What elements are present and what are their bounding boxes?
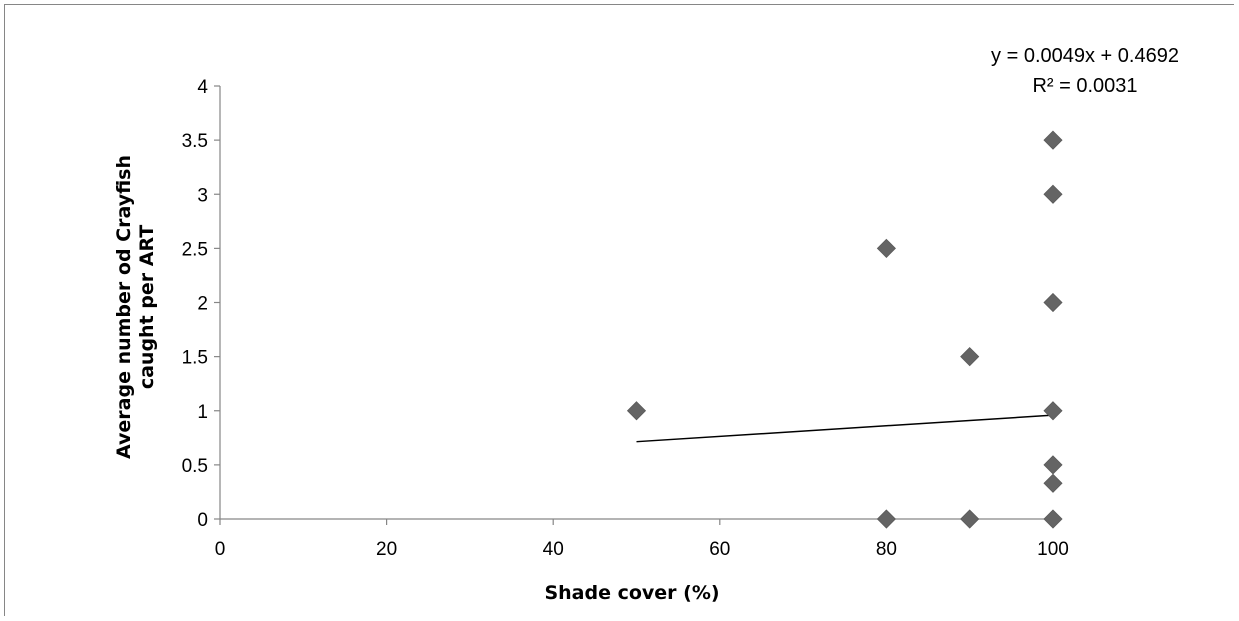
y-tick-label: 2.5 bbox=[182, 239, 208, 260]
data-point bbox=[1043, 184, 1063, 204]
chart-area: 0 0.5 1 1.5 2 2.5 3 3.5 4 0 20 40 60 80 100 Shade cov… bbox=[4, 4, 1234, 616]
y-tick-label: 4 bbox=[197, 77, 208, 98]
x-tick-label: 40 bbox=[543, 539, 564, 560]
y-tick-label: 3.5 bbox=[182, 131, 208, 152]
axes bbox=[214, 85, 1054, 525]
data-point bbox=[876, 238, 896, 258]
y-axis-title-line2: caught per ART bbox=[136, 225, 158, 389]
data-point bbox=[1043, 509, 1063, 529]
r-squared-label: R² = 0.0031 bbox=[1032, 75, 1137, 97]
x-tick-label: 20 bbox=[376, 539, 397, 560]
x-tick-label: 100 bbox=[1037, 539, 1069, 560]
y-tick-label: 1.5 bbox=[182, 348, 208, 369]
data-point bbox=[876, 509, 896, 529]
y-tick-label: 0 bbox=[197, 510, 208, 531]
data-point bbox=[1043, 473, 1063, 493]
y-tick-label: 2 bbox=[197, 294, 208, 315]
y-tick-label: 0.5 bbox=[182, 456, 208, 477]
y-tick-label: 3 bbox=[197, 185, 208, 206]
data-point bbox=[626, 401, 647, 421]
data-point bbox=[1043, 130, 1063, 150]
y-tick-label: 1 bbox=[197, 402, 208, 423]
trendline-group bbox=[636, 414, 1054, 443]
data-point bbox=[1043, 455, 1063, 475]
x-tick-labels: 0 20 40 60 80 100 bbox=[215, 539, 1069, 560]
trendline-equation: y = 0.0049x + 0.4692 bbox=[991, 45, 1179, 67]
y-tick-labels: 0 0.5 1 1.5 2 2.5 3 3.5 4 bbox=[182, 77, 209, 531]
data-point bbox=[960, 347, 980, 367]
y-axis-title-line1: Average number od Crayfish bbox=[113, 155, 135, 459]
scatter-plot: 0 0.5 1 1.5 2 2.5 3 3.5 4 0 20 40 60 80 100 Shade cov… bbox=[113, 45, 1179, 604]
data-point bbox=[1043, 292, 1063, 313]
data-point bbox=[1043, 401, 1063, 421]
data-points bbox=[626, 130, 1063, 529]
x-tick-label: 0 bbox=[215, 539, 226, 560]
x-tick-label: 80 bbox=[876, 539, 897, 560]
data-point bbox=[960, 509, 980, 529]
x-axis-title: Shade cover (%) bbox=[544, 582, 719, 604]
x-tick-label: 60 bbox=[709, 539, 730, 560]
trendline bbox=[636, 414, 1054, 443]
